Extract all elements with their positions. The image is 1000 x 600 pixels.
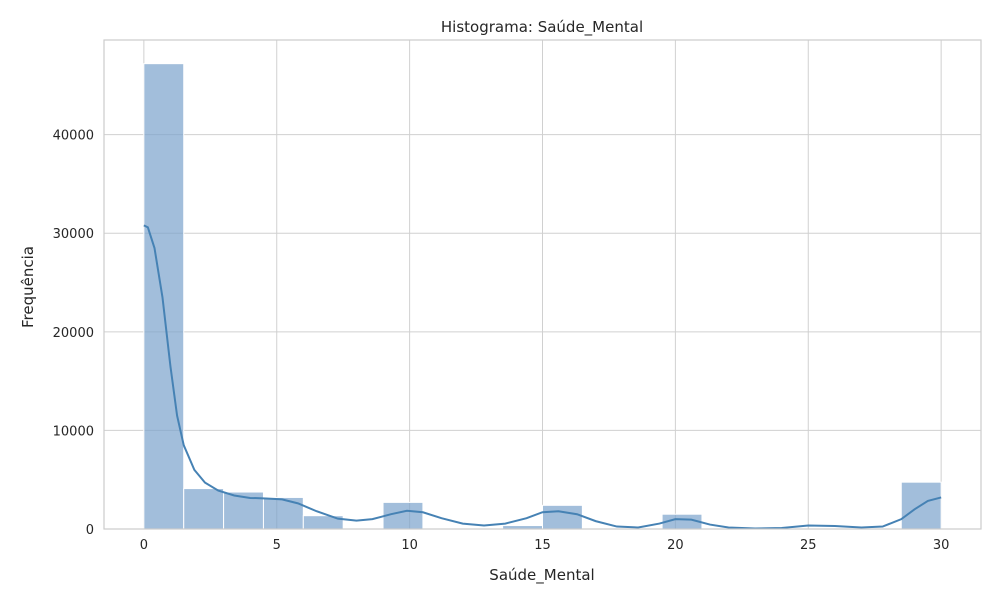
histogram-bar bbox=[183, 488, 225, 530]
x-tick-label: 20 bbox=[667, 538, 684, 553]
x-tick-label: 5 bbox=[273, 538, 281, 553]
y-tick-labels: 0 10000 20000 30000 40000 bbox=[53, 129, 94, 538]
y-tick-label: 20000 bbox=[53, 326, 94, 341]
histogram-bar bbox=[542, 504, 583, 530]
y-tick-label: 0 bbox=[86, 523, 94, 538]
plot-frame bbox=[103, 39, 982, 530]
x-tick-label: 25 bbox=[800, 538, 817, 553]
x-tick-label: 0 bbox=[140, 538, 148, 553]
x-tick-label: 15 bbox=[534, 538, 551, 553]
kde-curve bbox=[143, 224, 942, 530]
y-tick-label: 30000 bbox=[53, 227, 94, 242]
histogram-bar bbox=[143, 63, 185, 530]
y-tick-label: 40000 bbox=[53, 129, 94, 144]
chart-title: Histograma: Saúde_Mental bbox=[441, 18, 643, 37]
x-tick-label: 10 bbox=[401, 538, 418, 553]
x-tick-label: 30 bbox=[933, 538, 950, 553]
grid bbox=[104, 40, 981, 530]
x-axis-label: Saúde_Mental bbox=[489, 566, 594, 585]
x-tick-labels: 0 5 10 15 20 25 30 bbox=[140, 538, 950, 553]
y-tick-label: 10000 bbox=[53, 424, 94, 439]
y-axis-label: Frequência bbox=[19, 246, 37, 328]
